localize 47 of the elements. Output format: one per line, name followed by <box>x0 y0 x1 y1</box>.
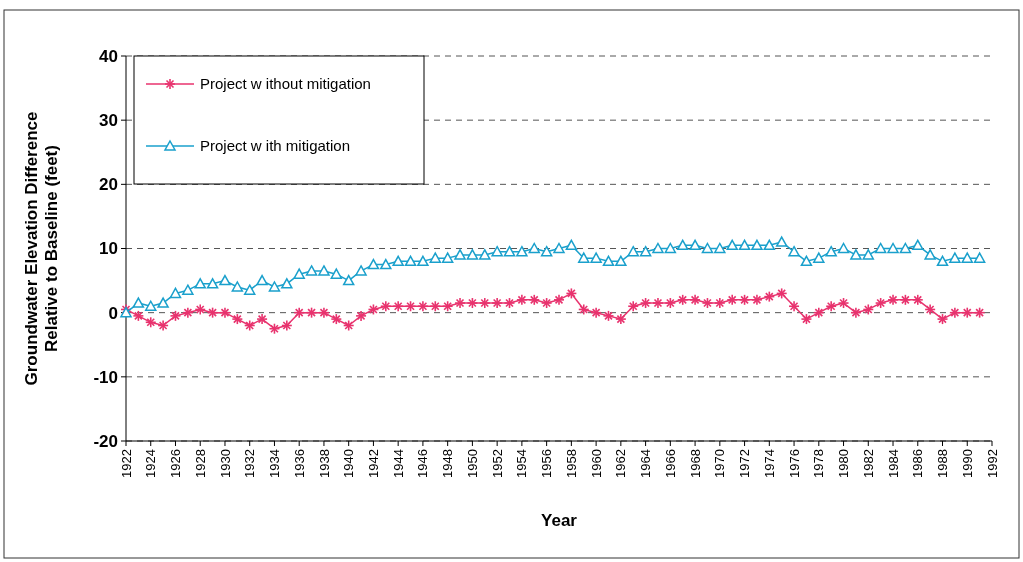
x-tick-label: 1984 <box>885 449 901 478</box>
x-tick-label: 1928 <box>192 449 208 478</box>
x-tick-label: 1982 <box>860 449 876 478</box>
y-tick-label: -10 <box>93 367 118 387</box>
x-tick-label: 1958 <box>563 449 579 478</box>
x-tick-label: 1944 <box>390 449 406 478</box>
x-tick-label: 1986 <box>910 449 926 478</box>
y-tick-label: 30 <box>99 111 118 131</box>
legend-label: Project w ithout mitigation <box>200 75 371 93</box>
x-tick-label: 1992 <box>984 449 1000 478</box>
x-tick-label: 1954 <box>514 449 530 478</box>
x-tick-label: 1972 <box>737 449 753 478</box>
x-tick-label: 1980 <box>836 449 852 478</box>
x-tick-label: 1970 <box>712 449 728 478</box>
x-tick-label: 1960 <box>588 449 604 478</box>
y-tick-label: 10 <box>99 239 118 259</box>
x-tick-label: 1962 <box>613 449 629 478</box>
x-tick-label: 1968 <box>687 449 703 478</box>
y-tick-label: 40 <box>99 46 118 66</box>
x-tick-label: 1956 <box>539 449 555 478</box>
x-tick-label: 1950 <box>464 449 480 478</box>
x-tick-label: 1978 <box>811 449 827 478</box>
y-tick-label: 0 <box>108 303 118 323</box>
x-tick-label: 1926 <box>168 449 184 478</box>
legend-label: Project w ith mitigation <box>200 137 351 155</box>
x-tick-label: 1932 <box>242 449 258 478</box>
x-tick-label: 1936 <box>291 449 307 478</box>
x-tick-label: 1938 <box>316 449 332 478</box>
y-axis-title: Groundwater Elevation Difference Relative to Baseline (feet) <box>21 111 61 386</box>
x-tick-label: 1952 <box>489 449 505 478</box>
x-tick-label: 1974 <box>761 449 777 478</box>
x-tick-label: 1990 <box>959 449 975 478</box>
x-tick-label: 1946 <box>415 449 431 478</box>
x-tick-label: 1942 <box>365 449 381 478</box>
y-tick-label: 20 <box>99 175 118 195</box>
x-tick-label: 1924 <box>143 449 159 478</box>
x-tick-label: 1934 <box>267 449 283 478</box>
x-tick-label: 1922 <box>118 449 134 478</box>
x-tick-label: 1976 <box>786 449 802 478</box>
x-tick-label: 1948 <box>440 449 456 478</box>
x-tick-label: 1930 <box>217 449 233 478</box>
x-tick-label: 1940 <box>341 449 357 478</box>
y-tick-label: -20 <box>93 431 118 451</box>
x-tick-label: 1988 <box>935 449 951 478</box>
x-tick-label: 1964 <box>638 449 654 478</box>
x-tick-label: 1966 <box>662 449 678 478</box>
x-axis-title: Year <box>541 511 578 530</box>
